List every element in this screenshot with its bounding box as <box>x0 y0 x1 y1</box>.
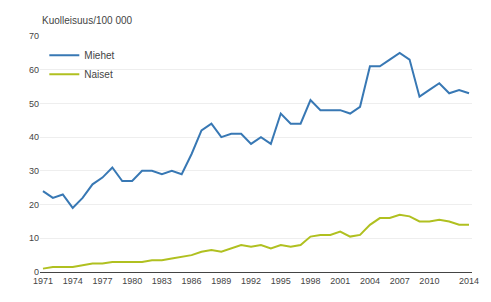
svg-text:10: 10 <box>29 233 39 243</box>
svg-text:Naiset: Naiset <box>84 69 113 80</box>
svg-text:40: 40 <box>29 132 39 142</box>
svg-text:2007: 2007 <box>390 276 410 286</box>
svg-text:Miehet: Miehet <box>84 50 114 61</box>
svg-text:1992: 1992 <box>241 276 261 286</box>
svg-text:1989: 1989 <box>211 276 231 286</box>
svg-text:1974: 1974 <box>63 276 83 286</box>
svg-text:Kuolleisuus/100 000: Kuolleisuus/100 000 <box>42 15 133 26</box>
svg-text:2001: 2001 <box>330 276 350 286</box>
svg-text:60: 60 <box>29 65 39 75</box>
svg-text:2004: 2004 <box>360 276 380 286</box>
svg-text:1986: 1986 <box>182 276 202 286</box>
svg-text:1971: 1971 <box>33 276 53 286</box>
svg-text:30: 30 <box>29 166 39 176</box>
svg-text:1995: 1995 <box>271 276 291 286</box>
svg-text:20: 20 <box>29 200 39 210</box>
svg-text:2014: 2014 <box>459 276 479 286</box>
svg-text:70: 70 <box>29 31 39 41</box>
svg-text:2010: 2010 <box>419 276 439 286</box>
svg-text:1980: 1980 <box>122 276 142 286</box>
svg-text:1983: 1983 <box>152 276 172 286</box>
svg-text:50: 50 <box>29 99 39 109</box>
svg-text:1977: 1977 <box>92 276 112 286</box>
svg-text:1998: 1998 <box>300 276 320 286</box>
svg-text:0: 0 <box>34 267 39 277</box>
